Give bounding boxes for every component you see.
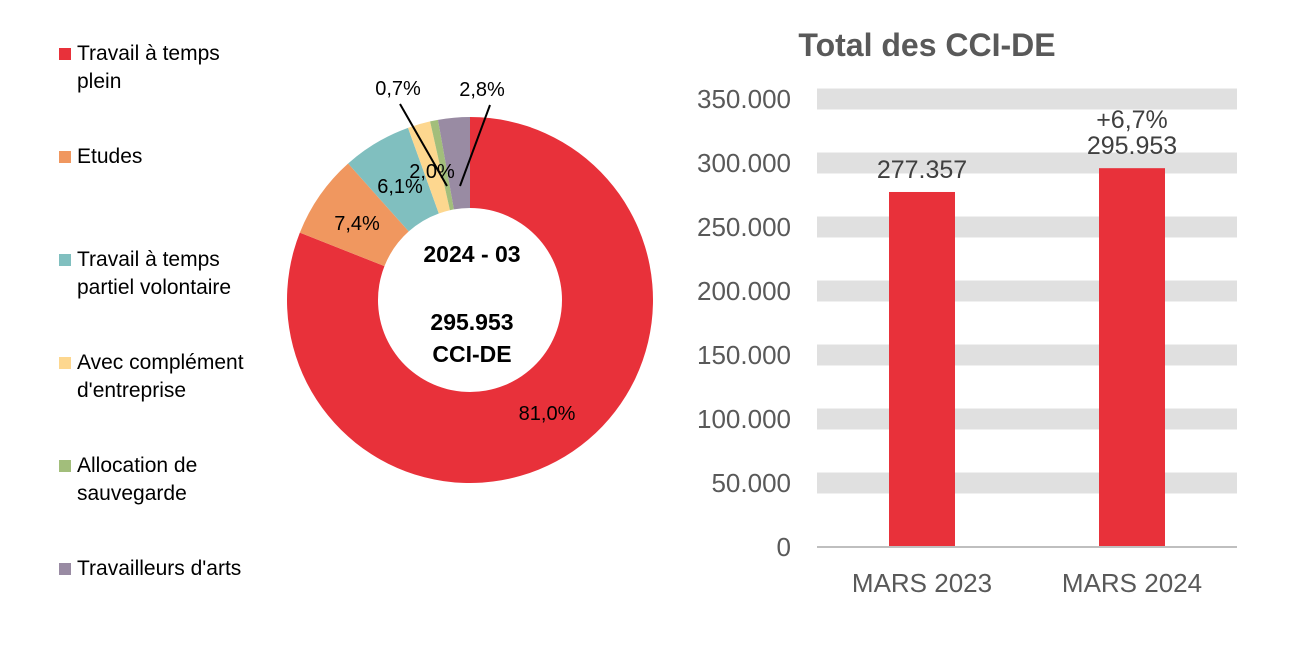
bar-value-label: 277.357 [877, 156, 967, 184]
grid-band [817, 88, 1237, 110]
bar [889, 191, 955, 548]
y-tick-label: 350.000 [697, 84, 791, 114]
y-tick-label: 100.000 [697, 404, 791, 434]
grid-band [817, 216, 1237, 238]
chart-title: Total des CCI-DE [798, 27, 1055, 63]
legend-item: Avec complément d'entreprise [59, 349, 277, 405]
y-tick-label: 200.000 [697, 276, 791, 306]
y-tick-label: 250.000 [697, 212, 791, 242]
legend-swatch [59, 563, 71, 575]
center-period: 2024 - 03 [423, 241, 520, 267]
bar-value-label: 295.953 [1087, 132, 1177, 160]
legend-item: Allocation de sauvegarde [59, 452, 257, 508]
leader-line [459, 104, 491, 187]
grid-band [817, 344, 1237, 366]
slice-label: 0,7% [375, 78, 421, 100]
leader-line [399, 103, 448, 187]
grid-band [817, 408, 1237, 430]
legend-item: Travail à temps plein [59, 40, 257, 96]
legend-swatch [59, 460, 71, 472]
center-total: 295.953 [430, 309, 513, 335]
grid-band [817, 472, 1237, 494]
legend-swatch [59, 254, 71, 266]
y-tick-label: 50.000 [711, 468, 791, 498]
grid-band [817, 280, 1237, 302]
legend-label: Travail à temps partiel volontaire [77, 248, 232, 299]
slice-label: 7,4% [334, 213, 380, 235]
center-unit: CCI-DE [432, 341, 511, 367]
change-annotation: +6,7% [1096, 106, 1168, 134]
legend-swatch [59, 48, 71, 60]
x-tick-label: MARS 2024 [1062, 568, 1202, 598]
pie-slice [348, 127, 439, 232]
legend-item: Travailleurs d'arts [59, 555, 257, 583]
slice-label: 6,1% [377, 176, 423, 198]
legend-swatch [59, 357, 71, 369]
pie-slice [299, 163, 409, 267]
slice-label: 2,8% [459, 79, 505, 101]
x-tick-label: MARS 2023 [852, 568, 992, 598]
slice-label: 2,0% [409, 161, 455, 183]
bar [1099, 168, 1165, 547]
y-tick-label: 0 [777, 532, 791, 562]
pie-slice [408, 121, 450, 214]
pie-slice [437, 117, 470, 210]
y-tick-label: 300.000 [697, 148, 791, 178]
legend-label: Avec complément d'entreprise [77, 351, 244, 402]
legend-label: Travail à temps plein [77, 42, 220, 93]
legend-item: Etudes [59, 143, 257, 171]
legend-label: Etudes [77, 145, 143, 168]
donut-chart: 81,0% 7,4% 6,1%2,0% 0,7% 2,8% 2024 - 03 295.95… [286, 78, 653, 483]
legend-label: Travailleurs d'arts [77, 557, 242, 580]
y-tick-label: 150.000 [697, 340, 791, 370]
slice-label: 81,0% [519, 403, 576, 425]
legend-item: Travail à temps partiel volontaire [59, 246, 257, 302]
pie-slice [286, 117, 653, 483]
pie-slice [430, 119, 454, 211]
legend-swatch [59, 151, 71, 163]
legend-label: Allocation de sauvegarde [77, 454, 198, 505]
